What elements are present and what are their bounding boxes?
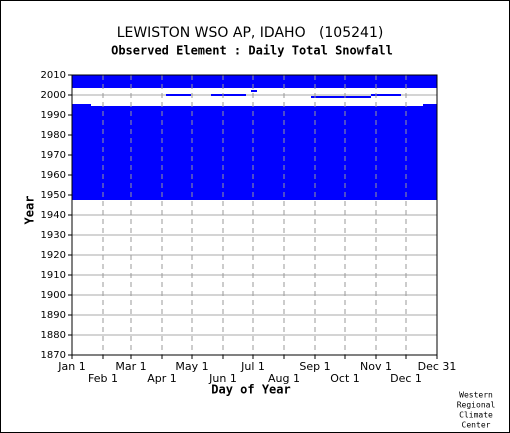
data-block: [72, 106, 437, 200]
y-tick-label: 1990: [41, 110, 66, 121]
y-tick-label: 1930: [41, 230, 66, 241]
data-block: [72, 75, 437, 88]
y-tick-label: 1970: [41, 150, 66, 161]
credit-line: Climate: [459, 411, 493, 420]
y-tick-label: 2010: [41, 70, 66, 81]
x-tick-label: Jul 1: [240, 360, 265, 373]
x-tick-label: Aug 1: [268, 372, 300, 385]
y-tick-label: 1880: [41, 330, 66, 341]
y-tick-label: 1950: [41, 190, 66, 201]
x-tick-label: Mar 1: [115, 360, 146, 373]
data-block: [211, 94, 246, 96]
x-axis-label: Day of Year: [211, 383, 290, 397]
y-tick-label: 1890: [41, 310, 66, 321]
x-tick-label: Apr 1: [147, 372, 177, 385]
x-tick-label: Dec 31: [418, 360, 457, 373]
chart-title: LEWISTON WSO AP, IDAHO (105241): [117, 25, 384, 41]
data-block: [72, 104, 91, 106]
x-tick-label: Nov 1: [360, 360, 392, 373]
credit-line: Center: [462, 421, 491, 430]
x-tick-label: Dec 1: [390, 372, 422, 385]
data-block: [423, 104, 437, 106]
y-tick-label: 2000: [41, 90, 66, 101]
x-tick-label: Feb 1: [88, 372, 118, 385]
data-block: [311, 96, 371, 98]
plot-border: [71, 74, 438, 356]
credit-line: Regional: [457, 401, 496, 410]
data-block: [251, 90, 257, 92]
x-tick-label: May 1: [175, 360, 208, 373]
x-tick-label: Oct 1: [330, 372, 360, 385]
y-axis-label: Year: [23, 196, 37, 225]
data-block: [371, 94, 401, 96]
y-tick-label: 1900: [41, 290, 66, 301]
y-tick-label: 1920: [41, 250, 66, 261]
data-block: [166, 94, 191, 96]
y-tick-label: 1940: [41, 210, 66, 221]
credit-line: Western: [459, 391, 493, 400]
x-tick-label: Sep 1: [299, 360, 330, 373]
x-tick-label: Jan 1: [57, 360, 85, 373]
chart-subtitle: Observed Element : Daily Total Snowfall: [111, 44, 393, 58]
y-tick-label: 1910: [41, 270, 66, 281]
y-tick-label: 1870: [41, 350, 66, 361]
x-tick-label: Jun 1: [208, 372, 237, 385]
y-tick-label: 1960: [41, 170, 66, 181]
y-tick-label: 1980: [41, 130, 66, 141]
